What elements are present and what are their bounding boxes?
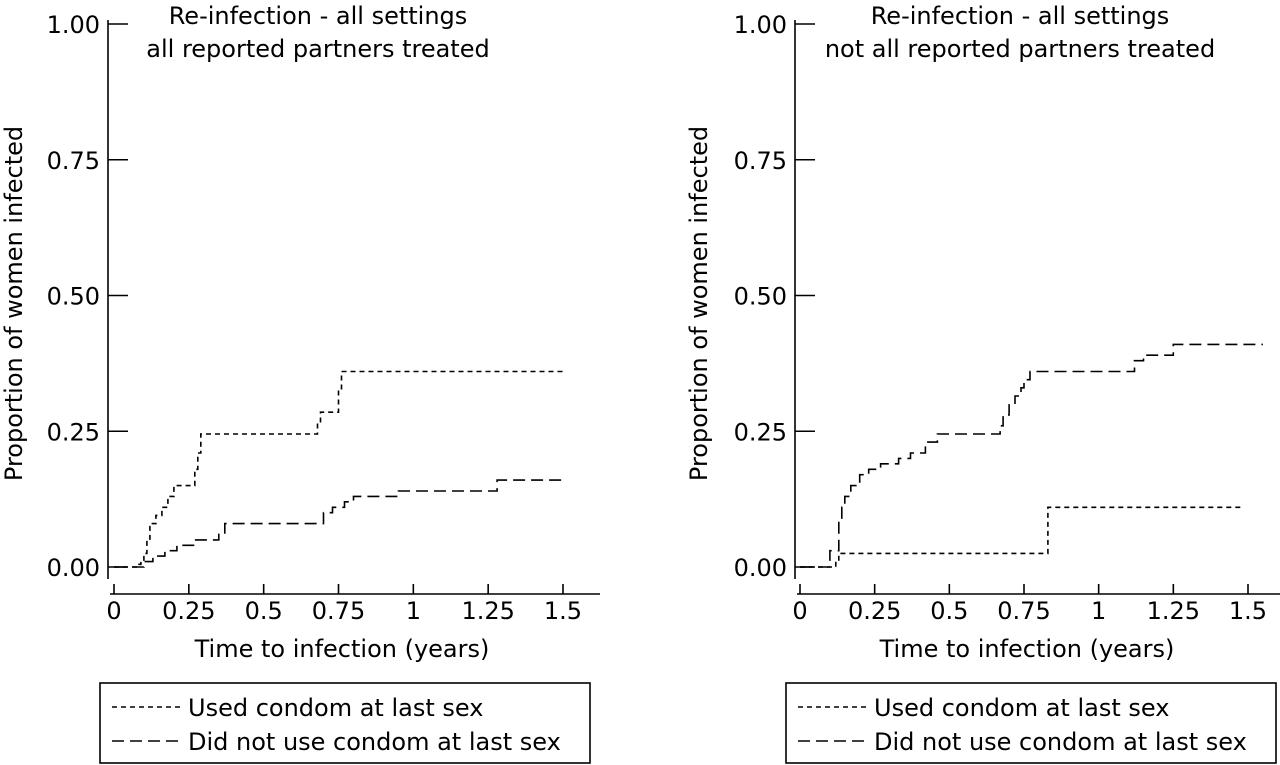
legend-label: Did not use condom at last sex [874, 728, 1247, 756]
legend-label: Used condom at last sex [188, 694, 483, 722]
x-tick-label: 0 [792, 597, 807, 625]
y-axis-label: Proportion of women infected [685, 126, 713, 481]
x-tick-label: 1 [406, 597, 421, 625]
left-chart-panel: 0.00 0.25 0.50 0.75 1.00 0 0.25 0.5 0.75 1 1.25 1.5… [0, 2, 600, 764]
legend-label: Did not use condom at last sex [188, 728, 561, 756]
x-tick-label: 1 [1091, 597, 1106, 625]
right-chart-panel: 0.00 0.25 0.50 0.75 1.00 0 0.25 0.5 0.75 1 1.25 1.5… [685, 2, 1280, 764]
y-tick-label: 0.00 [734, 554, 787, 582]
x-tick-label: 0.5 [930, 597, 968, 625]
legend-label: Used condom at last sex [874, 694, 1169, 722]
x-tick-label: 0.75 [312, 597, 365, 625]
series-line-used-condom [114, 370, 563, 568]
chart-title-line: Re-infection - all settings [169, 2, 468, 30]
x-tick-label: 1.5 [1229, 597, 1267, 625]
x-tick-label: 1.25 [1147, 597, 1200, 625]
x-tick-label: 0 [106, 597, 121, 625]
y-tick-label: 0.50 [734, 283, 787, 311]
y-tick-label: 0.00 [47, 554, 100, 582]
y-tick-label: 0.75 [734, 147, 787, 175]
chart-title-line: not all reported partners treated [825, 35, 1215, 63]
x-tick-label: 0.25 [162, 597, 215, 625]
y-tick-label: 0.25 [47, 418, 100, 446]
x-tick-label: 0.75 [997, 597, 1050, 625]
y-tick-label: 1.00 [47, 11, 100, 39]
x-tick-label: 1.5 [544, 597, 582, 625]
y-tick-label: 0.75 [47, 147, 100, 175]
x-tick-label: 0.5 [245, 597, 283, 625]
y-tick-label: 0.25 [734, 418, 787, 446]
legend-box [785, 682, 1277, 764]
y-axis-label: Proportion of women infected [0, 126, 28, 481]
y-tick-label: 1.00 [734, 11, 787, 39]
series-line-used-condom [800, 506, 1242, 568]
series-line-no-condom [800, 343, 1263, 568]
chart-title-line: all reported partners treated [146, 35, 489, 63]
x-axis-label: Time to infection (years) [879, 635, 1175, 663]
x-axis-label: Time to infection (years) [194, 635, 490, 663]
legend-box [99, 682, 591, 764]
x-tick-label: 0.25 [848, 597, 901, 625]
x-tick-label: 1.25 [461, 597, 514, 625]
y-tick-label: 0.50 [47, 283, 100, 311]
series-line-no-condom [114, 479, 563, 568]
chart-title-line: Re-infection - all settings [871, 2, 1170, 30]
